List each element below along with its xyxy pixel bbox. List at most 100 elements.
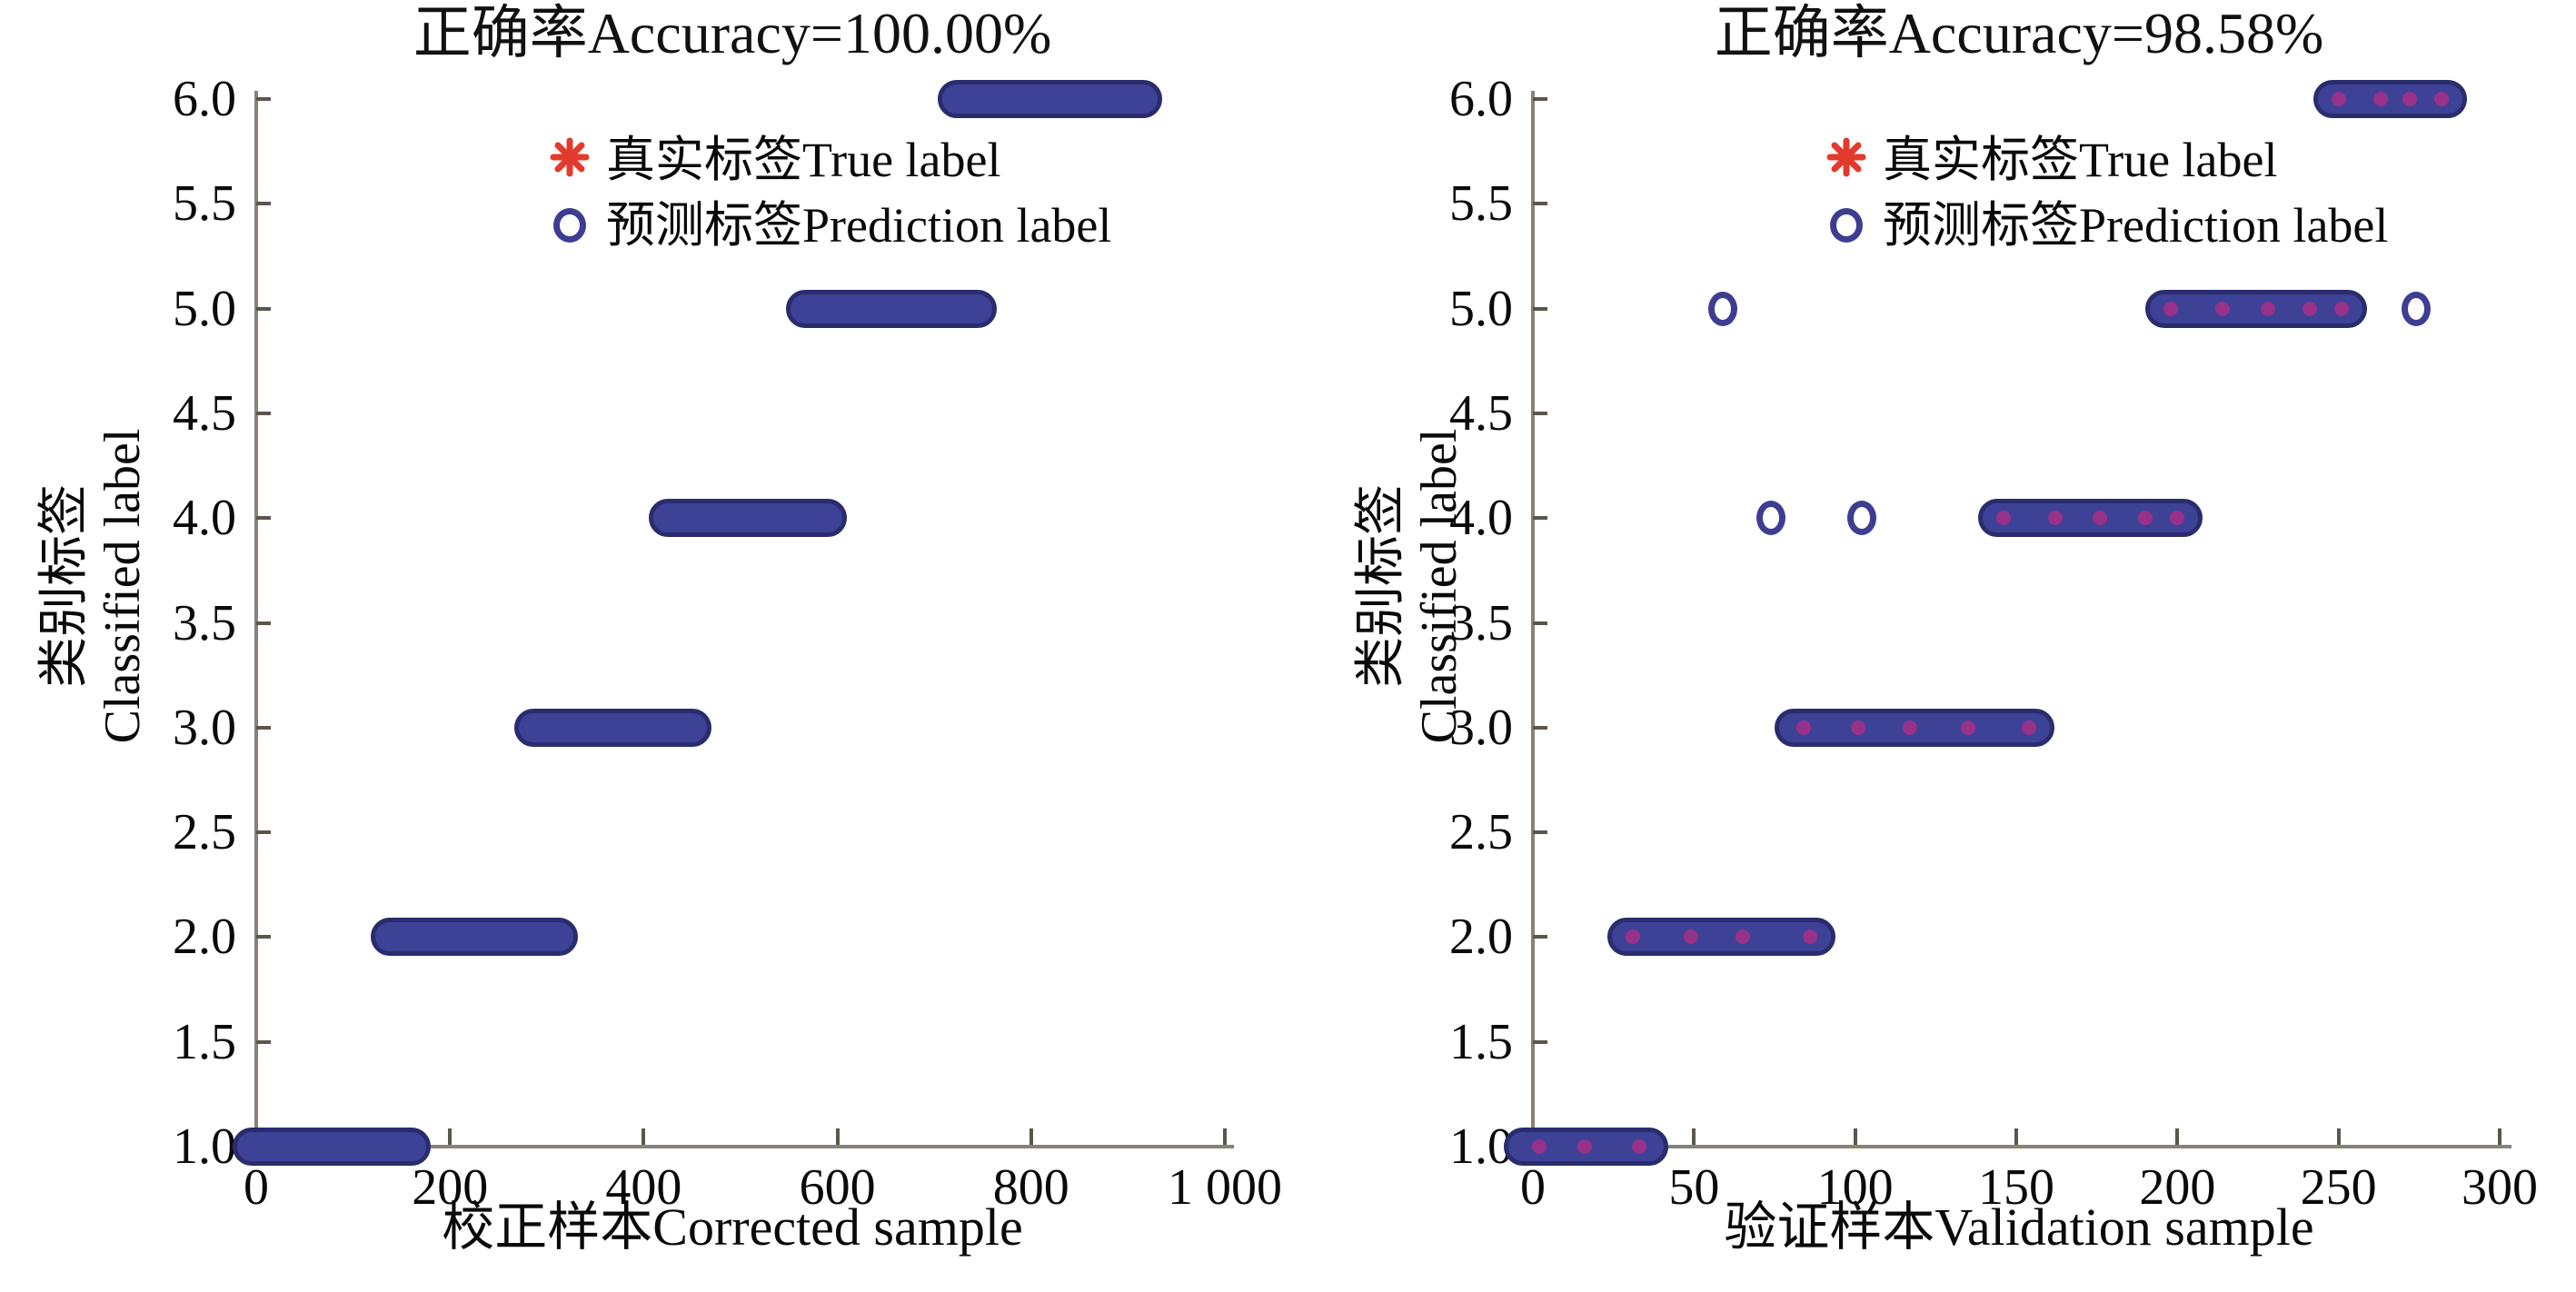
prediction-label-circle-icon: [553, 208, 586, 243]
x-tick-mark: [2014, 1128, 2018, 1145]
true-label-dot: [1532, 1139, 1547, 1154]
y-tick-mark: [1533, 621, 1547, 625]
y-tick-label: 3.0: [173, 699, 236, 756]
x-axis-label: 验证样本Validation sample: [1724, 1198, 2314, 1257]
true-label-dot: [1902, 720, 1917, 735]
true-label-dot: [2214, 301, 2230, 316]
x-tick-label: 400: [605, 1159, 682, 1216]
true-label-dot: [1632, 1139, 1647, 1154]
y-tick-mark: [1533, 202, 1547, 206]
true-label-dot: [1625, 929, 1640, 945]
y-tick-mark: [256, 411, 271, 415]
y-axis-label-cn: 类别标签: [36, 484, 93, 688]
y-tick-label: 2.5: [1449, 804, 1513, 861]
x-tick-label: 0: [244, 1159, 269, 1216]
y-tick-label: 1.5: [1449, 1013, 1513, 1070]
y-tick-label: 1.5: [173, 1013, 236, 1070]
y-tick-label: 5.0: [173, 280, 236, 337]
class-segment-bar: [1977, 499, 2203, 538]
y-tick-label: 1.0: [1449, 1118, 1513, 1175]
y-axis-line: [1531, 91, 1535, 1148]
x-tick-label: 50: [1668, 1159, 1720, 1216]
class-segment-bar: [2145, 289, 2368, 328]
prediction-label-circle-icon: [1830, 208, 1863, 243]
y-axis-line: [254, 91, 258, 1148]
y-tick-label: 4.0: [173, 490, 236, 547]
class-segment-bar: [371, 918, 578, 957]
misclassified-prediction-circle: [1708, 291, 1738, 326]
x-axis-line: [1531, 1145, 2511, 1148]
true-label-dot: [2434, 92, 2450, 106]
true-label-dot: [1960, 720, 1975, 735]
misclassified-prediction-circle: [1756, 501, 1786, 536]
y-tick-label: 2.0: [173, 909, 236, 966]
x-tick-label: 250: [2300, 1159, 2377, 1216]
y-tick-mark: [1533, 306, 1547, 311]
x-tick-mark: [1853, 1128, 1857, 1145]
y-tick-label: 6.0: [1449, 71, 1513, 127]
true-label-dot: [1795, 720, 1811, 735]
true-label-dot: [2163, 301, 2179, 316]
true-label-dot: [1735, 929, 1750, 945]
true-label-dot: [2170, 511, 2185, 526]
misclassified-prediction-circle: [2401, 291, 2431, 326]
y-tick-mark: [256, 306, 271, 311]
true-label-dot: [2047, 511, 2063, 526]
y-tick-mark: [1533, 1039, 1547, 1044]
x-tick-mark: [1223, 1128, 1227, 1145]
true-label-dot: [1995, 511, 2011, 526]
plot-title: 正确率Accuracy=98.58%: [1714, 1, 2324, 65]
x-tick-label: 600: [799, 1159, 876, 1216]
y-axis-label-en: Classified label: [1411, 428, 1467, 744]
legend-prediction-label: 预测标签Prediction label: [606, 198, 1112, 253]
x-tick-label: 200: [412, 1159, 489, 1216]
y-tick-mark: [1533, 411, 1547, 415]
y-tick-label: 2.0: [1449, 909, 1513, 966]
y-axis-label-en: Classified label: [94, 428, 151, 744]
x-tick-mark: [2336, 1128, 2341, 1145]
y-tick-label: 5.5: [1449, 175, 1513, 233]
misclassified-prediction-circle: [1846, 501, 1876, 536]
x-tick-label: 0: [1520, 1159, 1546, 1216]
y-tick-mark: [1533, 935, 1547, 939]
y-tick-mark: [256, 830, 271, 835]
x-tick-label: 150: [1978, 1159, 2054, 1216]
x-tick-label: 1 000: [1168, 1159, 1282, 1216]
y-tick-label: 4.5: [1449, 384, 1513, 442]
true-label-dot: [1851, 720, 1866, 735]
x-tick-label: 300: [2462, 1159, 2538, 1216]
y-tick-mark: [256, 725, 271, 730]
true-label-dot: [2302, 301, 2317, 316]
y-tick-mark: [256, 97, 271, 101]
y-tick-label: 4.5: [173, 384, 236, 442]
x-tick-mark: [1692, 1128, 1696, 1145]
class-segment-bar: [1606, 918, 1836, 957]
class-segment-bar: [513, 708, 711, 747]
true-label-dot: [1576, 1139, 1592, 1154]
true-label-dot: [2334, 301, 2350, 316]
class-segment-bar: [786, 289, 998, 328]
true-label-dot: [2331, 92, 2346, 106]
x-tick-mark: [835, 1128, 840, 1145]
x-tick-mark: [642, 1128, 646, 1145]
legend-prediction-label: 预测标签Prediction label: [1883, 198, 2389, 253]
y-tick-mark: [1533, 516, 1547, 521]
true-label-dot: [2137, 511, 2153, 526]
x-tick-mark: [2175, 1128, 2180, 1145]
true-label-dot: [2022, 720, 2037, 735]
y-tick-label: 6.0: [173, 71, 236, 127]
x-tick-mark: [448, 1128, 453, 1145]
x-tick-label: 100: [1816, 1159, 1894, 1216]
y-tick-label: 5.0: [1449, 280, 1513, 337]
y-tick-mark: [256, 1039, 271, 1044]
y-tick-mark: [256, 516, 271, 521]
y-tick-mark: [1533, 725, 1547, 730]
y-tick-label: 3.0: [1449, 699, 1513, 756]
y-axis-label-cn: 类别标签: [1353, 484, 1409, 688]
true-label-dot: [2093, 511, 2108, 526]
true-label-dot: [2260, 301, 2275, 316]
y-tick-label: 1.0: [173, 1118, 236, 1175]
x-axis-line: [254, 1145, 1234, 1148]
x-tick-mark: [1029, 1128, 1033, 1145]
